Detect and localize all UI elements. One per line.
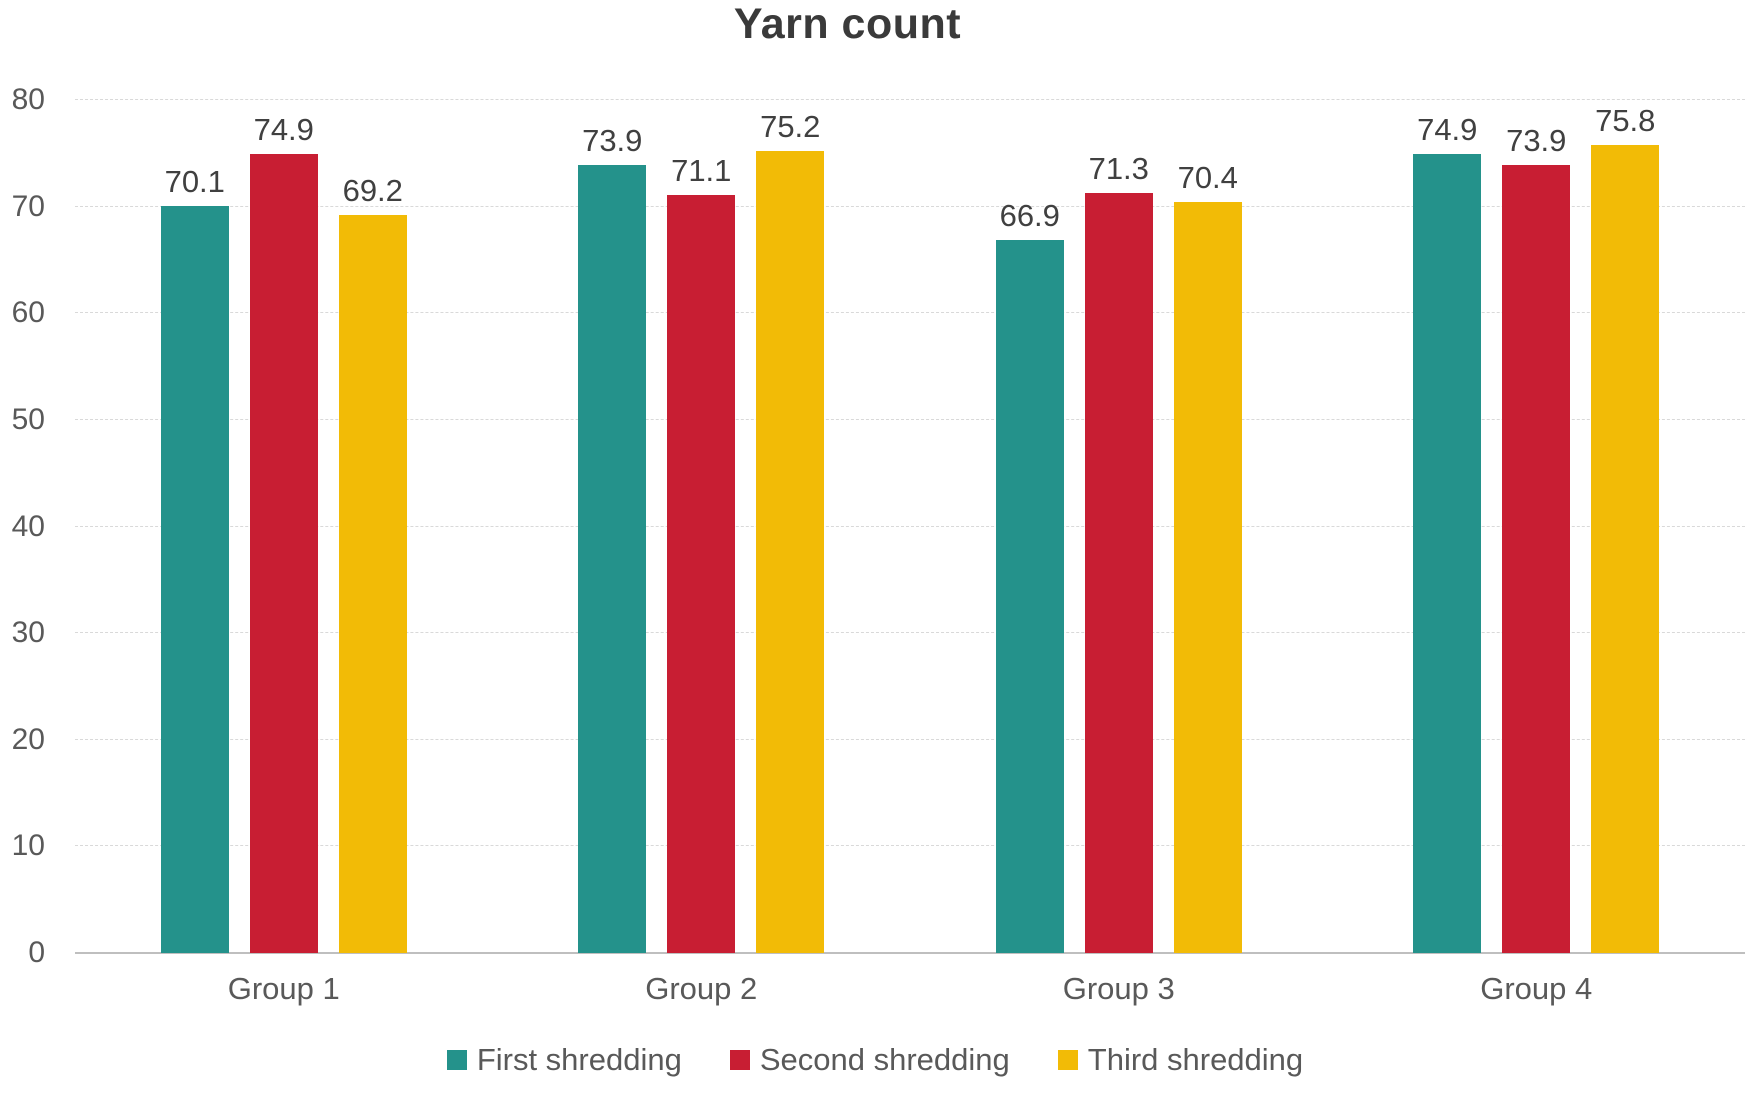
bar-value-label: 73.9	[582, 123, 643, 159]
x-axis: Group 1 Group 2 Group 3 Group 4	[75, 971, 1745, 1012]
legend-label: Second shredding	[759, 1042, 1010, 1077]
bar-value-label: 73.9	[1506, 123, 1567, 159]
bar-value-label: 71.3	[1088, 150, 1149, 186]
bar: 75.2	[756, 111, 825, 953]
bar: 66.9	[995, 200, 1064, 953]
gridline	[75, 99, 1745, 100]
gridline	[75, 205, 1745, 207]
bar: 70.1	[160, 166, 229, 953]
bar-group: 66.9 71.3 70.4	[910, 100, 1328, 953]
y-tick-label: 10	[11, 829, 45, 863]
gridline	[75, 525, 1745, 527]
legend-swatch-icon	[1057, 1049, 1078, 1070]
legend-item: Third shredding	[1057, 1042, 1304, 1077]
category-label: Group 3	[1062, 971, 1175, 1006]
y-tick-label: 30	[11, 616, 45, 650]
bar-value-label: 70.1	[164, 163, 225, 199]
gridline	[75, 738, 1745, 740]
bar: 71.3	[1084, 153, 1153, 953]
legend-swatch-icon	[729, 1049, 750, 1070]
bar: 71.1	[667, 155, 736, 953]
gridline	[75, 632, 1745, 634]
bar: 74.9	[249, 114, 318, 953]
y-tick-label: 0	[28, 936, 45, 969]
x-axis-line	[75, 952, 1745, 954]
y-tick-label: 40	[11, 509, 45, 543]
bar: 70.4	[1173, 162, 1242, 953]
y-tick-label: 60	[11, 296, 45, 330]
bar-value-label: 71.1	[671, 152, 732, 188]
legend: First shredding Second shredding Third shr…	[0, 1044, 1750, 1075]
bar-value-label: 69.2	[342, 173, 403, 209]
y-tick-label: 70	[11, 189, 45, 223]
category-label: Group 1	[227, 971, 340, 1006]
legend-item: First shredding	[446, 1042, 682, 1077]
plot-area: 0 10 20 30 40 50 60 70 80 70.1 74.9 69.2 73.9 71.1 75.…	[12, 85, 1746, 968]
bar-group: 70.1 74.9 69.2	[75, 100, 493, 953]
chart-title: Yarn count	[733, 0, 962, 48]
legend-label: First shredding	[476, 1042, 682, 1077]
bar: 75.8	[1591, 105, 1660, 953]
bar-value-label: 74.9	[253, 112, 314, 148]
legend-swatch-icon	[446, 1049, 467, 1070]
bar: 73.9	[578, 125, 647, 953]
y-tick-label: 80	[11, 83, 45, 116]
bar-group: 73.9 71.1 75.2	[493, 100, 911, 953]
category-label: Group 2	[645, 971, 758, 1006]
bar: 69.2	[338, 175, 407, 953]
gridline	[75, 312, 1745, 314]
y-tick-label: 50	[11, 402, 45, 436]
gridline	[75, 418, 1745, 420]
bar-value-label: 70.4	[1177, 160, 1238, 196]
bar: 74.9	[1413, 114, 1482, 953]
category-label: Group 4	[1480, 971, 1593, 1006]
bar-value-label: 66.9	[999, 197, 1060, 233]
bar: 73.9	[1502, 125, 1571, 953]
bar-value-label: 74.9	[1417, 112, 1478, 148]
bar-value-label: 75.2	[760, 109, 821, 145]
bar-group: 74.9 73.9 75.8	[1328, 100, 1746, 953]
legend-item: Second shredding	[729, 1042, 1010, 1077]
bar-value-label: 75.8	[1595, 102, 1656, 138]
y-tick-label: 20	[11, 722, 45, 756]
legend-label: Third shredding	[1087, 1042, 1304, 1077]
gridline	[75, 845, 1745, 847]
